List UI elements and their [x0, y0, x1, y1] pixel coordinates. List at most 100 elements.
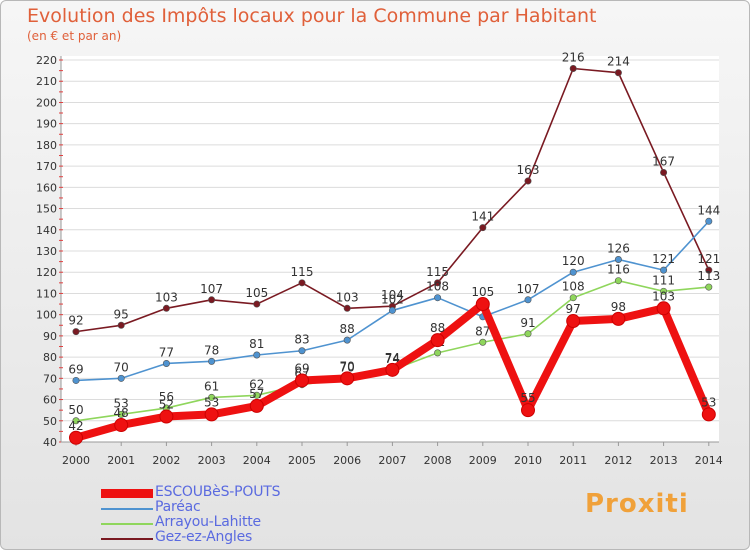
data-point — [569, 64, 577, 72]
data-label: 62 — [249, 377, 264, 391]
legend-label: Gez-ez-Angles — [155, 529, 253, 545]
y-tick-label: 130 — [36, 245, 57, 258]
data-label: 48 — [114, 406, 129, 420]
data-point — [479, 338, 487, 346]
data-label: 108 — [426, 280, 449, 294]
data-point — [298, 347, 306, 355]
x-tick-label: 2008 — [424, 454, 452, 467]
data-point — [253, 300, 261, 308]
data-point — [114, 418, 129, 433]
data-label: 52 — [159, 398, 174, 412]
data-label: 50 — [68, 403, 83, 417]
data-point — [253, 391, 261, 399]
y-tick-label: 190 — [36, 118, 57, 131]
data-point — [208, 393, 216, 401]
data-label: 113 — [697, 269, 720, 283]
legend-label: Arrayou-Lahitte — [155, 514, 261, 530]
data-point — [614, 277, 622, 285]
data-point — [434, 279, 442, 287]
x-tick-label: 2011 — [559, 454, 587, 467]
chart-subtitle: (en € et par an) — [27, 29, 122, 43]
data-label: 97 — [566, 302, 581, 316]
data-label: 107 — [200, 282, 223, 296]
data-point — [249, 398, 264, 413]
y-tick-label: 220 — [36, 54, 57, 67]
plot-area — [61, 56, 719, 442]
data-point — [117, 321, 125, 329]
legend-swatch — [101, 522, 153, 525]
data-label: 216 — [562, 50, 585, 64]
proxiti-logo: Proxiti — [585, 489, 689, 519]
data-label: 102 — [381, 292, 404, 306]
data-point — [566, 314, 581, 329]
data-label: 120 — [562, 254, 585, 268]
data-label: 95 — [114, 307, 129, 321]
data-label: 69 — [68, 362, 83, 376]
data-label: 69 — [294, 361, 309, 375]
data-label: 92 — [68, 314, 83, 328]
data-point — [479, 224, 487, 232]
data-point — [343, 304, 351, 312]
data-point — [162, 359, 170, 367]
y-tick-label: 90 — [43, 330, 57, 343]
data-point — [340, 371, 355, 386]
data-point — [117, 410, 125, 418]
legend-label: Paréac — [155, 499, 201, 515]
data-label: 111 — [652, 273, 675, 287]
x-tick-label: 2010 — [514, 454, 542, 467]
data-point — [430, 333, 445, 348]
data-point — [385, 362, 400, 377]
data-point — [705, 266, 713, 274]
x-tick-label: 2005 — [288, 454, 316, 467]
data-label: 74 — [385, 352, 400, 366]
data-point — [660, 168, 668, 176]
data-point — [208, 296, 216, 304]
y-tick-label: 60 — [43, 394, 57, 407]
x-tick-label: 2002 — [152, 454, 180, 467]
x-tick-label: 2013 — [650, 454, 678, 467]
data-point — [521, 403, 535, 418]
y-tick-label: 110 — [36, 287, 57, 300]
data-point — [434, 294, 442, 302]
x-tick-label: 2004 — [243, 454, 271, 467]
data-point — [475, 297, 490, 312]
data-point — [69, 430, 83, 445]
data-label: 108 — [562, 280, 585, 294]
data-label: 70 — [340, 359, 355, 373]
data-label: 57 — [249, 387, 264, 401]
data-label: 103 — [336, 290, 359, 304]
data-label: 141 — [471, 210, 494, 224]
data-point — [705, 283, 713, 291]
data-point — [159, 409, 174, 424]
y-tick-label: 170 — [36, 160, 57, 173]
data-point — [72, 417, 80, 425]
data-point — [295, 373, 309, 388]
data-point — [298, 279, 306, 287]
x-tick-label: 2001 — [107, 454, 135, 467]
data-label: 115 — [291, 265, 314, 279]
data-point — [524, 296, 532, 304]
y-tick-label: 150 — [36, 203, 57, 216]
data-point — [162, 304, 170, 312]
data-label: 55 — [520, 391, 535, 405]
legend-swatch — [101, 537, 153, 540]
data-label: 107 — [517, 282, 540, 296]
data-label: 42 — [68, 419, 83, 433]
chart-title: Evolution des Impôts locaux pour la Comm… — [27, 5, 597, 27]
x-tick-label: 2012 — [604, 454, 632, 467]
data-point — [656, 301, 671, 316]
data-label: 167 — [652, 154, 675, 168]
data-point — [660, 287, 668, 295]
data-label: 214 — [607, 55, 630, 69]
data-label: 53 — [701, 395, 716, 409]
x-tick-label: 2006 — [333, 454, 361, 467]
data-label: 74 — [385, 351, 400, 365]
data-point — [253, 351, 261, 359]
x-tick-label: 2009 — [469, 454, 497, 467]
data-label: 116 — [607, 263, 630, 277]
data-label: 78 — [204, 343, 219, 357]
data-label: 88 — [340, 322, 355, 336]
data-label: 121 — [652, 252, 675, 266]
